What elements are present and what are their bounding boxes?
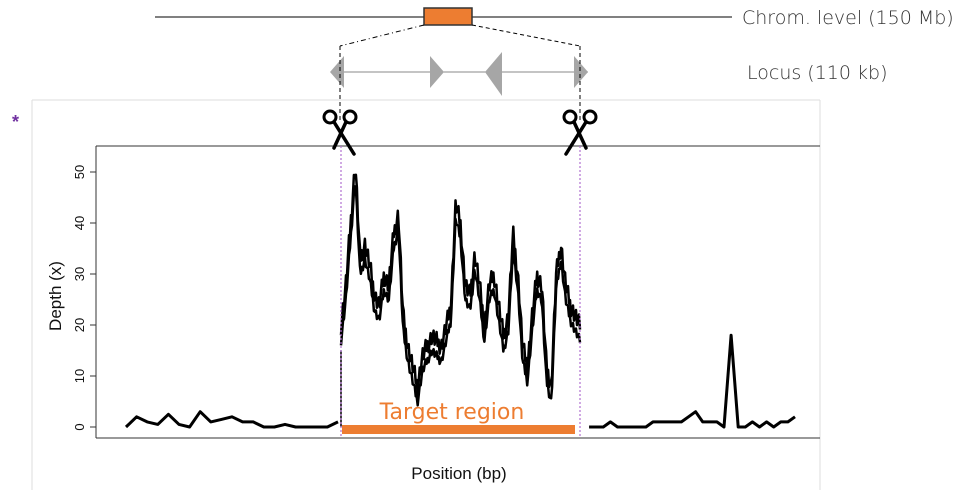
cut-connectors bbox=[339, 46, 581, 120]
arrow-icon bbox=[430, 56, 444, 88]
x-axis-label: Position (bp) bbox=[411, 464, 506, 483]
chromosome-track: Chrom. level (150 Mb) bbox=[155, 7, 954, 29]
zoom-connector-left bbox=[339, 24, 425, 47]
y-tick-label: 0 bbox=[72, 423, 87, 430]
y-axis-ticks: 0 10 20 30 40 50 bbox=[72, 165, 96, 431]
y-tick-label: 50 bbox=[72, 165, 87, 179]
arrow-icon bbox=[330, 56, 344, 88]
target-region-label: Target region bbox=[379, 400, 525, 425]
zoom-connector-right bbox=[471, 24, 581, 47]
target-region: Target region bbox=[342, 400, 575, 434]
y-tick-label: 10 bbox=[72, 369, 87, 383]
y-tick-label: 20 bbox=[72, 318, 87, 332]
chromosome-label: Chrom. level (150 Mb) bbox=[742, 7, 954, 29]
coverage-left-flank bbox=[124, 410, 339, 429]
coverage-traces bbox=[124, 173, 796, 429]
y-tick-label: 30 bbox=[72, 267, 87, 281]
locus-box bbox=[423, 7, 473, 26]
coverage-target bbox=[339, 173, 582, 397]
plot-frame bbox=[95, 145, 820, 439]
target-region-bar bbox=[342, 425, 575, 434]
locus-label: Locus (110 kb) bbox=[747, 62, 888, 84]
corner-mark: * bbox=[12, 112, 19, 132]
zoom-connectors bbox=[339, 24, 581, 47]
y-tick-label: 40 bbox=[72, 216, 87, 230]
scissors-icon bbox=[562, 109, 598, 156]
arrow-icon bbox=[574, 56, 588, 88]
cut-lines bbox=[340, 146, 581, 438]
y-axis-label: Depth (x) bbox=[46, 261, 65, 331]
scissors-icon bbox=[322, 109, 358, 156]
arrow-icon bbox=[485, 52, 502, 96]
chart-panel: * bbox=[12, 99, 821, 490]
locus-track: Locus (110 kb) bbox=[330, 52, 888, 96]
coverage-right-flank bbox=[589, 333, 796, 429]
coverage-target-band bbox=[339, 185, 582, 407]
